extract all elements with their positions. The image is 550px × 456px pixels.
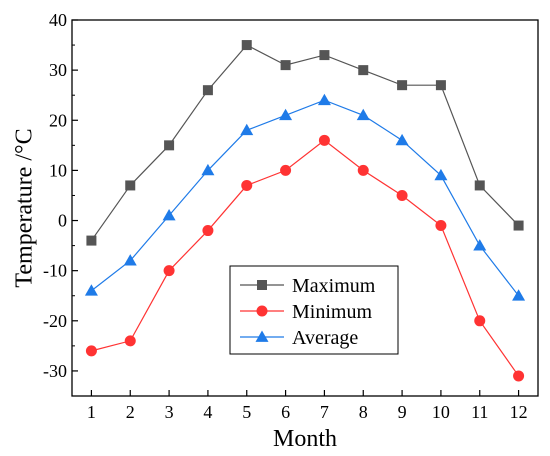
data-point-average [240, 123, 254, 136]
data-point-minimum [513, 370, 525, 382]
plot-area [84, 40, 526, 382]
data-point-minimum [435, 220, 447, 232]
data-point-minimum [163, 265, 175, 277]
data-point-maximum [397, 80, 408, 91]
data-point-average [434, 168, 448, 181]
data-point-maximum [202, 85, 213, 96]
x-tick-label: 4 [203, 402, 212, 422]
data-point-maximum [435, 80, 446, 91]
data-point-average [317, 93, 331, 106]
data-point-minimum [357, 164, 369, 176]
data-point-minimum [241, 179, 253, 191]
y-tick-label: 20 [49, 110, 67, 130]
x-tick-label: 11 [471, 402, 488, 422]
x-tick-label: 8 [359, 402, 368, 422]
y-axis-title: Temperature /°C [12, 128, 38, 287]
y-tick-label: 40 [49, 10, 67, 30]
x-tick-label: 2 [126, 402, 135, 422]
plot-frame [71, 19, 539, 397]
legend-marker-average [255, 330, 269, 342]
x-tick-label: 1 [87, 402, 96, 422]
x-tick-label: 9 [398, 402, 407, 422]
data-point-average [395, 133, 409, 146]
data-point-minimum [318, 134, 330, 146]
data-point-minimum [202, 225, 214, 237]
data-point-average [279, 108, 293, 121]
data-point-average [84, 284, 98, 296]
data-point-average [473, 239, 487, 251]
data-point-average [512, 289, 526, 301]
series-line-maximum [90, 44, 520, 241]
x-tick-label: 12 [510, 402, 528, 422]
y-tick-label: -30 [43, 361, 67, 381]
data-point-average [356, 108, 370, 121]
series-line-average [91, 99, 520, 297]
data-point-minimum [280, 164, 292, 176]
data-point-minimum [396, 189, 408, 201]
data-point-minimum [124, 335, 136, 347]
data-point-minimum [85, 345, 97, 357]
legend: Maximum Minimum Average [229, 265, 399, 355]
data-point-minimum [474, 315, 486, 327]
y-tick-label: 0 [58, 211, 67, 231]
y-tick-label: -10 [43, 261, 67, 281]
x-tick-label: 3 [165, 402, 174, 422]
legend-label: Average [292, 327, 358, 349]
series-line-minimum [91, 139, 520, 377]
data-point-maximum [280, 60, 291, 71]
data-point-maximum [86, 235, 97, 246]
y-tick-label: -20 [43, 311, 67, 331]
legend-item-minimum: Minimum [240, 301, 372, 323]
x-tick-label: 5 [242, 402, 251, 422]
legend-marker-minimum [256, 305, 268, 317]
x-tick-label: 10 [432, 402, 450, 422]
legend-item-maximum: Maximum [240, 275, 376, 297]
legend-label: Maximum [292, 275, 376, 297]
x-tick-label: 7 [320, 402, 329, 422]
data-point-average [162, 209, 176, 221]
legend-label: Minimum [292, 301, 372, 323]
legend-item-average: Average [240, 327, 358, 349]
data-point-average [201, 163, 215, 176]
y-tick-label: 10 [49, 160, 67, 180]
y-tick-label: 30 [49, 60, 67, 80]
data-point-maximum [513, 220, 524, 231]
data-point-maximum [319, 50, 330, 61]
x-tick-label: 6 [281, 402, 290, 422]
data-point-maximum [125, 180, 136, 191]
data-point-average [123, 254, 137, 266]
legend-marker-maximum [257, 280, 267, 290]
x-axis-title: Month [273, 426, 337, 452]
data-point-maximum [474, 180, 485, 191]
data-point-maximum [164, 140, 175, 151]
data-point-maximum [241, 40, 252, 51]
series-maximum [86, 40, 524, 246]
series-average [84, 93, 526, 301]
series-minimum [85, 134, 525, 382]
data-point-maximum [358, 65, 369, 76]
